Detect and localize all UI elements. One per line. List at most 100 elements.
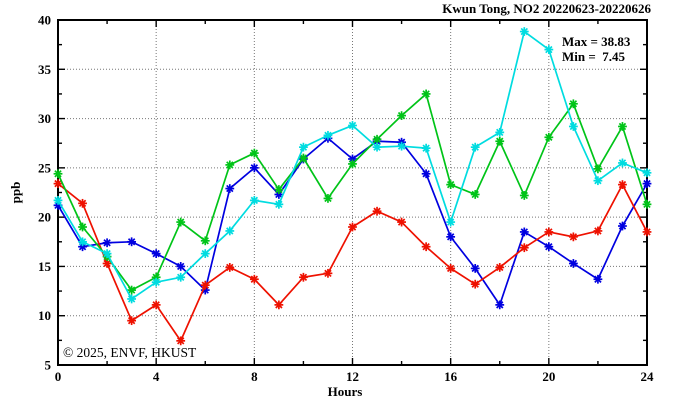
data-point-marker: [594, 176, 602, 185]
data-point-marker: [422, 144, 430, 152]
data-point-marker: [275, 301, 283, 309]
data-point-marker: [643, 228, 651, 236]
data-point-marker: [594, 227, 602, 235]
y-axis-tick-label: 35: [38, 62, 52, 77]
data-point-marker: [397, 142, 406, 150]
data-point-marker: [618, 180, 627, 189]
data-point-marker: [324, 269, 332, 278]
data-point-marker: [103, 239, 111, 247]
data-point-marker: [275, 200, 283, 209]
data-point-marker: [422, 90, 430, 98]
data-point-marker: [446, 218, 455, 226]
max-annotation: Max = 38.83: [562, 34, 631, 49]
data-point-marker: [226, 161, 234, 169]
data-point-marker: [569, 259, 578, 268]
data-point-marker: [226, 184, 234, 193]
data-point-marker: [373, 135, 381, 143]
y-axis-tick-label: 5: [45, 358, 52, 373]
x-axis-tick-label: 8: [251, 369, 258, 384]
data-point-marker: [324, 131, 332, 140]
data-point-marker: [643, 200, 651, 209]
data-point-marker: [397, 111, 406, 120]
y-axis-tick-label: 25: [38, 160, 52, 175]
data-point-marker: [422, 170, 430, 178]
data-point-marker: [373, 143, 381, 151]
data-point-marker: [446, 180, 455, 189]
data-point-marker: [177, 218, 185, 226]
data-point-marker: [54, 196, 62, 205]
data-point-marker: [643, 179, 651, 188]
data-point-marker: [201, 281, 209, 289]
data-point-marker: [471, 190, 479, 199]
data-point-marker: [299, 154, 308, 162]
data-point-marker: [496, 137, 504, 145]
data-point-marker: [127, 295, 136, 303]
data-point-marker: [127, 316, 136, 325]
data-point-marker: [78, 238, 87, 246]
data-point-marker: [373, 207, 381, 215]
data-point-marker: [545, 133, 553, 142]
chart-title: Kwun Tong, NO2 20220623-20220626: [442, 1, 651, 16]
data-point-marker: [177, 273, 185, 281]
data-point-marker: [78, 223, 87, 231]
data-point-marker: [520, 27, 528, 36]
data-point-marker: [250, 275, 259, 283]
y-axis-tick-label: 30: [38, 111, 51, 126]
data-point-marker: [177, 262, 185, 271]
data-point-marker: [201, 249, 209, 258]
x-axis-tick-label: 4: [153, 369, 160, 384]
data-point-marker: [299, 273, 308, 281]
data-point-marker: [348, 160, 357, 168]
data-point-marker: [152, 278, 160, 286]
data-point-marker: [471, 264, 479, 273]
data-point-marker: [250, 196, 259, 205]
x-axis-title: Hours: [328, 384, 363, 399]
data-point-marker: [569, 100, 578, 108]
data-point-marker: [545, 45, 553, 54]
data-point-marker: [348, 223, 357, 231]
data-point-marker: [226, 263, 234, 272]
data-point-marker: [520, 243, 528, 252]
x-axis-tick-label: 12: [346, 369, 359, 384]
data-point-marker: [422, 243, 430, 251]
data-point-marker: [54, 170, 62, 178]
data-point-marker: [348, 121, 357, 130]
data-point-marker: [177, 337, 185, 345]
x-axis-tick-label: 24: [641, 369, 655, 384]
data-point-marker: [78, 199, 87, 208]
data-point-marker: [643, 169, 651, 177]
data-point-marker: [520, 228, 528, 236]
data-point-marker: [471, 280, 479, 288]
data-point-marker: [152, 249, 160, 258]
data-point-marker: [152, 301, 160, 309]
min-annotation: Min = 7.45: [562, 49, 626, 64]
x-axis-tick-label: 20: [542, 369, 555, 384]
data-point-marker: [496, 301, 504, 309]
data-point-marker: [54, 179, 62, 188]
data-point-marker: [618, 222, 627, 230]
data-point-marker: [545, 243, 553, 251]
data-point-marker: [446, 233, 455, 241]
data-point-marker: [594, 275, 602, 283]
data-point-marker: [201, 237, 209, 245]
data-point-marker: [545, 228, 553, 236]
y-axis-title: ppb: [8, 182, 23, 204]
data-point-marker: [250, 149, 259, 157]
data-point-marker: [496, 128, 504, 137]
data-point-marker: [520, 191, 528, 200]
data-point-marker: [618, 159, 627, 167]
data-point-marker: [496, 263, 504, 272]
data-point-marker: [127, 238, 136, 246]
data-point-marker: [397, 218, 406, 226]
data-point-marker: [250, 164, 259, 172]
data-point-marker: [103, 259, 111, 268]
y-axis-tick-label: 15: [38, 259, 52, 274]
data-point-marker: [594, 165, 602, 173]
data-point-marker: [569, 233, 578, 241]
x-axis-tick-label: 16: [444, 369, 458, 384]
data-point-marker: [226, 227, 234, 235]
watermark: © 2025, ENVF, HKUST: [63, 345, 197, 360]
data-point-marker: [569, 122, 578, 131]
data-point-marker: [324, 194, 332, 203]
